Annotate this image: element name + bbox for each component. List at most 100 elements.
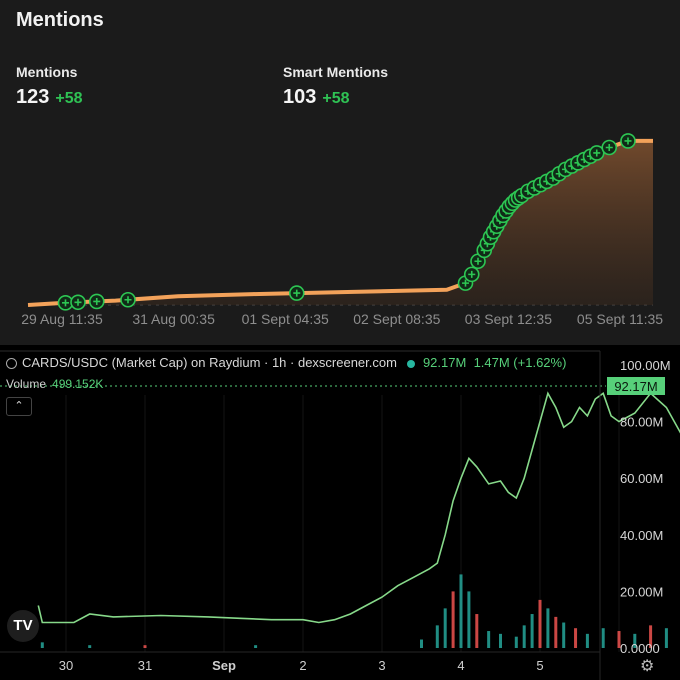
volume-bar [40, 642, 44, 648]
volume-bar [443, 608, 447, 648]
volume-bar [475, 614, 479, 648]
page-title: Mentions [16, 9, 104, 31]
mentions-area [28, 140, 653, 305]
mention-marker [588, 145, 605, 161]
mention-marker-plus [624, 137, 632, 145]
mentions-stat: 123 +58 [16, 86, 83, 109]
volume-bar [574, 628, 578, 648]
price-x-tick: Sep [212, 658, 236, 673]
volume-bar [451, 591, 455, 648]
settings-gear-icon[interactable]: ⚙ [640, 658, 655, 675]
volume-bar [514, 636, 518, 648]
mention-marker-plus [605, 144, 613, 151]
price-gridlines [65, 395, 620, 652]
volume-bar [522, 625, 526, 648]
mentions-value: 123 [16, 86, 50, 108]
volume-bar [254, 645, 258, 648]
volume-bars [40, 574, 668, 648]
volume-bar [459, 574, 463, 648]
price-y-axis: 100.00M 80.00M 60.00M 40.00M 20.00M 0.0000 [620, 358, 671, 656]
mention-marker-plus [62, 299, 69, 307]
chart-header-title: CARDS/USDC (Market Cap) on Raydium · 1h … [22, 355, 397, 370]
mentions-x-tick: 02 Sept 08:35 [353, 311, 440, 327]
mentions-x-tick: 05 Sept 11:35 [577, 311, 663, 327]
price-y-tick: 0.0000 [620, 641, 660, 656]
header-change: 1.47M (+1.62%) [473, 355, 567, 370]
mentions-label: Mentions [16, 64, 78, 80]
mention-marker [620, 133, 636, 149]
volume-label: Volume [6, 377, 47, 391]
volume-bar [649, 625, 653, 648]
smart-mentions-delta: +58 [322, 90, 350, 107]
price-y-tick: 100.00M [620, 358, 671, 373]
mentions-x-tick: 29 Aug 11:35 [21, 311, 103, 327]
smart-mentions-value: 103 [283, 86, 317, 108]
status-dot-icon [406, 359, 415, 368]
mentions-x-axis: 29 Aug 11:35 31 Aug 00:35 01 Sept 04:35 02 … [21, 311, 663, 327]
volume-bar [546, 608, 550, 648]
smart-mentions-label: Smart Mentions [283, 64, 389, 80]
price-x-tick: 3 [378, 658, 385, 673]
mention-marker [463, 266, 480, 283]
volume-legend: Volume 499.152K [6, 377, 103, 391]
volume-bar [499, 633, 502, 648]
price-tag-bg [607, 377, 665, 395]
mention-marker [70, 294, 86, 311]
price-y-tick: 20.00M [620, 584, 663, 599]
panel-divider [0, 345, 680, 351]
price-y-tick: 40.00M [620, 528, 663, 543]
tradingview-logo[interactable]: TV [7, 610, 39, 642]
price-x-tick: 30 [59, 658, 73, 673]
price-line [37, 391, 680, 624]
mention-marker-plus [468, 270, 476, 278]
volume-bar [617, 631, 621, 648]
mention-marker-plus [474, 257, 482, 265]
mention-marker-plus [462, 279, 469, 287]
mentions-x-tick: 03 Sept 12:35 [465, 311, 552, 327]
mention-marker [57, 295, 74, 311]
mention-marker-plus [93, 297, 101, 305]
mention-marker [288, 285, 305, 301]
price-x-axis: 30 31 Sep 2 3 4 5 [59, 658, 544, 673]
volume-bar [530, 614, 534, 648]
volume-bar [554, 616, 558, 648]
price-x-tick: 4 [457, 658, 464, 673]
volume-bar [467, 591, 471, 648]
mentions-x-tick: 01 Sept 04:35 [242, 311, 329, 327]
smart-mentions-stat: 103 +58 [283, 86, 350, 109]
volume-bar [633, 633, 637, 648]
source-icon [6, 358, 17, 370]
volume-bar [435, 625, 439, 648]
price-x-tick: 31 [138, 658, 152, 673]
mentions-markers [57, 133, 636, 311]
volume-bar [538, 599, 542, 648]
collapse-button[interactable]: ⌃ [6, 397, 32, 416]
price-y-tick: 60.00M [620, 471, 663, 486]
volume-bar [585, 633, 589, 648]
price-x-tick: 2 [299, 658, 306, 673]
mention-marker-plus [124, 296, 132, 304]
market-panel [0, 351, 680, 680]
mentions-delta: +58 [55, 90, 83, 107]
chart-header: CARDS/USDC (Market Cap) on Raydium · 1h … [6, 355, 566, 370]
volume-bar [420, 639, 423, 648]
mentions-x-tick: 31 Aug 00:35 [132, 311, 215, 327]
mention-marker-plus [74, 298, 82, 306]
mention-marker-plus [293, 289, 301, 297]
header-value: 92.17M [422, 355, 467, 370]
mention-marker [601, 139, 618, 156]
volume-bar [562, 622, 566, 648]
volume-bar [664, 628, 668, 648]
mention-marker [88, 293, 105, 310]
price-y-tick: 80.00M [620, 415, 663, 430]
mention-marker-plus [593, 149, 601, 157]
mentions-chart: 29 Aug 11:35 31 Aug 00:35 01 Sept 04:35 02 … [21, 133, 663, 327]
price-x-tick: 5 [536, 658, 543, 673]
volume-bar [601, 628, 605, 648]
volume-value: 499.152K [52, 377, 104, 391]
mention-marker [120, 291, 136, 308]
volume-bar [143, 645, 147, 648]
volume-bar [88, 645, 92, 648]
volume-bar [487, 631, 491, 648]
